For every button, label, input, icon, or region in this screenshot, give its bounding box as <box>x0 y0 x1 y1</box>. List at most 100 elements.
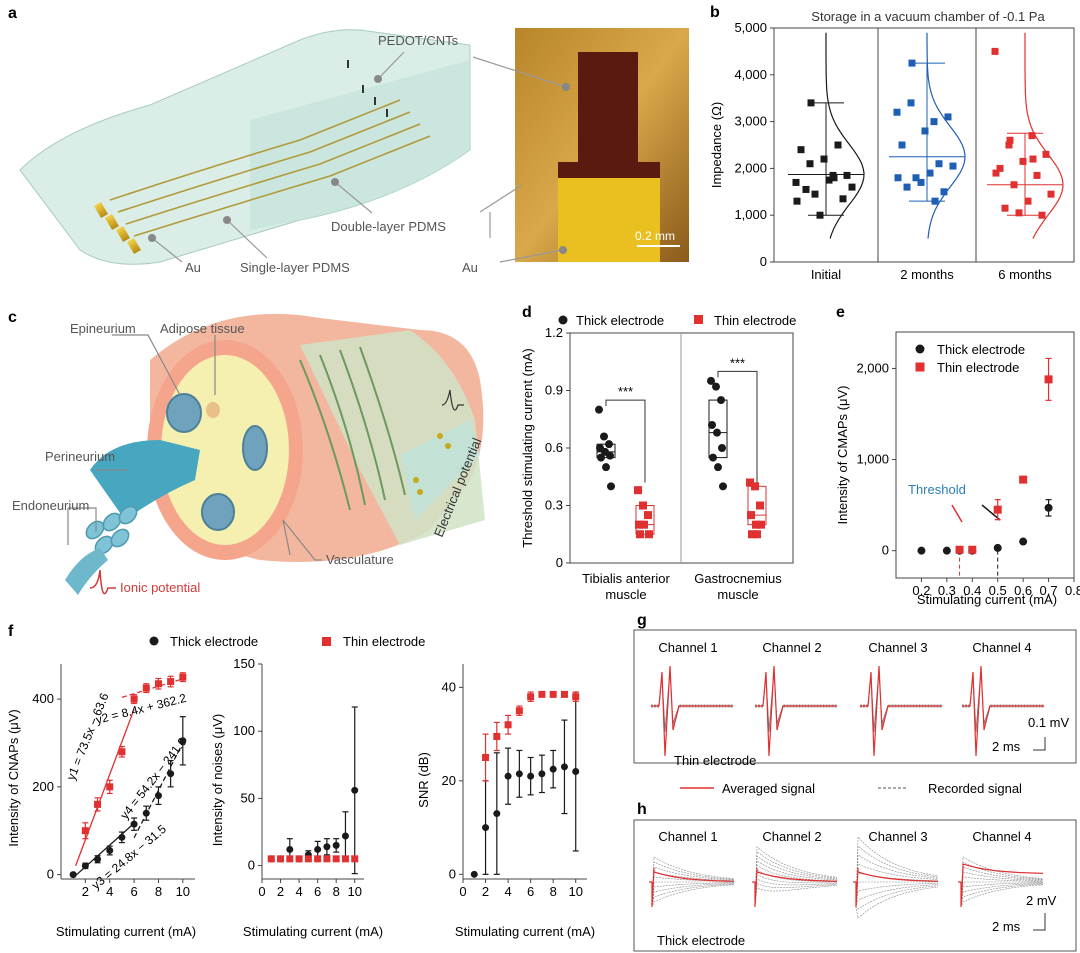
chart-e-legend-thick: Thick electrode <box>937 342 1025 357</box>
chart-b-point <box>825 176 833 184</box>
chart-f2-ytick-label: 100 <box>233 723 255 738</box>
h-scalebar <box>1033 913 1046 931</box>
chart-b-point <box>1010 181 1018 189</box>
chart-d-point <box>753 530 761 539</box>
chart-e-xtick-label: 0.5 <box>989 583 1007 598</box>
chart-f1-point <box>167 770 175 778</box>
chart-e-point <box>955 545 964 554</box>
chart-b-point <box>1029 155 1037 163</box>
legend-d-thick-marker <box>558 315 568 325</box>
chart-d-point <box>644 511 652 520</box>
chart-d-point <box>712 382 720 391</box>
panel-letter-d: d <box>522 304 532 321</box>
g-channel-3: Channel 3 <box>868 640 927 655</box>
chart-b-category: 2 months <box>900 267 954 282</box>
chart-f3-point <box>572 693 580 701</box>
legend-recorded: Recorded signal <box>928 781 1022 796</box>
perineurium-tube <box>90 440 200 520</box>
legend-averaged: Averaged signal <box>722 781 815 796</box>
d-cat-2-line1: Gastrocnemius <box>694 571 782 586</box>
chart-f1-point <box>81 827 89 835</box>
chart-d-ytick-label: 0.9 <box>545 383 563 398</box>
chart-f1-point <box>118 833 126 841</box>
chart-f3-ytick-label: 20 <box>442 773 456 788</box>
chart-f1-point <box>167 678 175 686</box>
chart-b-point <box>893 108 901 116</box>
chart-f2-point <box>286 845 294 853</box>
h-recorded-trace <box>853 872 939 908</box>
chart-d-point <box>597 453 605 462</box>
h-recorded-trace <box>853 863 939 908</box>
chart-b-point <box>996 164 1004 172</box>
chart-b-title: Storage in a vacuum chamber of -0.1 Pa <box>811 9 1045 24</box>
chart-f1-ylabel: Intensity of CNAPs (μV) <box>6 709 21 847</box>
chart-b-point <box>1042 150 1050 158</box>
h-channel-3: Channel 3 <box>868 829 927 844</box>
chart-d-point <box>595 405 603 414</box>
chart-b-point <box>991 47 999 55</box>
chart-f1-xtick-label: 2 <box>82 884 89 899</box>
chart-e-xtick-label: 0.3 <box>938 583 956 598</box>
chart-f2-point <box>267 855 275 863</box>
c-leader-lines <box>67 334 322 561</box>
chart-f3-plot: 0 2 4 6 8 10 0 20 40 <box>442 664 587 899</box>
h-traces <box>649 836 1044 919</box>
chart-f1-xlabel: Stimulating current (mA) <box>56 924 196 939</box>
chart-e-annotation: Threshold <box>908 482 966 497</box>
chart-f3-xtick-label: 6 <box>527 884 534 899</box>
chart-e-ytick-label: 1,000 <box>856 452 889 467</box>
panel-g: g Channel 1 Channel 2 Channel 3 Channel … <box>633 612 1077 768</box>
chart-d-point <box>605 440 613 449</box>
chart-f3-point <box>515 770 523 778</box>
g-averaged-trace <box>651 665 733 757</box>
chart-d-point <box>640 520 648 529</box>
chart-d-point <box>707 376 715 385</box>
chart-d-point <box>718 444 726 452</box>
chart-f1-ytick-label: 0 <box>47 867 54 882</box>
ionic-waveform <box>89 569 116 595</box>
chart-b-point <box>1033 171 1041 179</box>
micrograph-pedot-pad <box>558 52 660 178</box>
chart-f1-xtick-label: 8 <box>155 884 162 899</box>
chart-d-point <box>635 520 643 529</box>
chart-d-point <box>746 478 754 487</box>
chart-f2-point <box>304 855 312 863</box>
g-electrode-label: Thin electrode <box>674 753 756 768</box>
chart-f2-ytick-label: 150 <box>233 656 255 671</box>
chart-b-point <box>931 197 939 205</box>
chart-f1-point <box>130 820 138 828</box>
chart-e-xtick-label: 0.2 <box>912 583 930 598</box>
chart-f1-ytick-label: 200 <box>32 779 54 794</box>
chart-d-box <box>635 505 655 535</box>
panel-d: d Thick electrode Thin electrode Thresho… <box>520 304 796 602</box>
chart-d-point <box>636 530 644 539</box>
chart-e-legend-thick-marker <box>915 344 925 354</box>
chart-e-point <box>968 545 977 554</box>
label-au-right: Au <box>462 260 478 275</box>
g-averaged-trace <box>962 665 1044 757</box>
chart-f2-point <box>314 845 322 853</box>
chart-f3-ylabel: SNR (dB) <box>416 752 431 808</box>
chart-d-point <box>719 482 727 491</box>
chart-f3-point <box>493 732 501 740</box>
chart-f3-ytick-label: 0 <box>449 866 456 881</box>
h-channel-1: Channel 1 <box>658 829 717 844</box>
chart-e-point <box>1044 375 1053 384</box>
g-scalebar <box>1033 737 1046 751</box>
chart-f2-point <box>341 855 349 863</box>
chart-b-point <box>816 211 824 219</box>
chart-b-ytick-label: 1,000 <box>734 207 767 222</box>
h-recorded-trace <box>752 878 838 908</box>
chart-f3-xtick-label: 2 <box>482 884 489 899</box>
chart-e-point <box>917 546 926 555</box>
panel-f: f Thick electrode Thin electrode Intensi… <box>6 623 595 939</box>
double-layer-region <box>250 60 470 230</box>
h-channel-4: Channel 4 <box>972 829 1031 844</box>
chart-d-point <box>709 453 717 462</box>
chart-f2-point <box>351 855 359 863</box>
chart-f1-xtick-label: 10 <box>176 884 190 899</box>
chart-b-point <box>1047 190 1055 198</box>
chart-b-point <box>921 127 929 135</box>
chart-d-point <box>747 511 755 520</box>
chart-f2-point <box>277 855 285 863</box>
